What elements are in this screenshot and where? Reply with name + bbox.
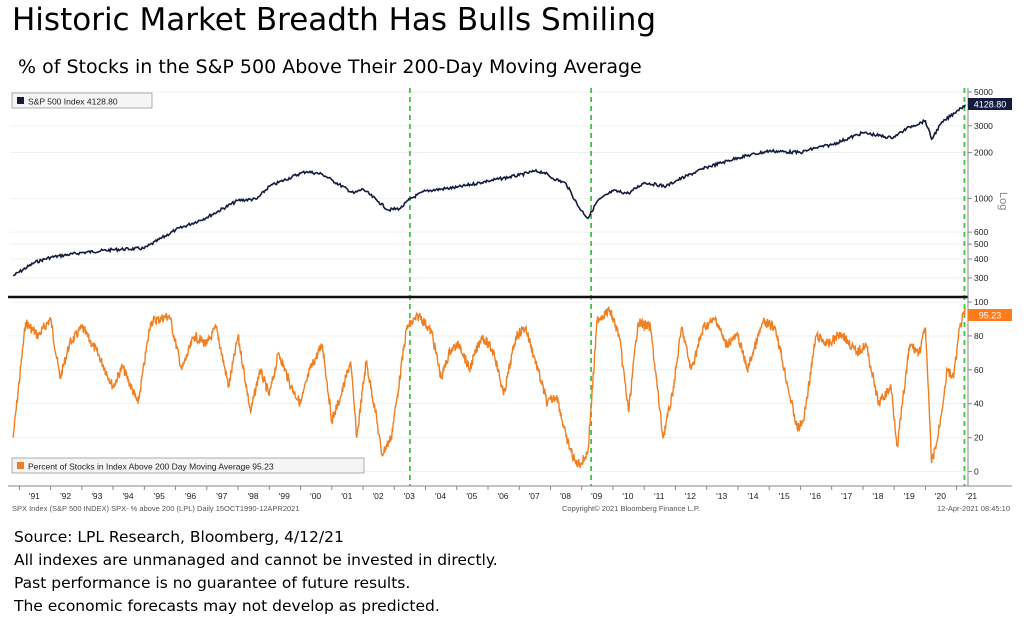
breadth-last-value: 95.23 <box>968 309 1012 321</box>
x-tick-label: '97 <box>216 491 227 501</box>
chart: 300 400 500 600 1000 2000 3000 5000 0 20 40 60 80 10… <box>8 87 1012 516</box>
spx-line <box>12 104 967 277</box>
bloomberg-footer-left: SPX Index (S&P 500 INDEX) SPX- % above 2… <box>12 504 300 513</box>
breadth-tick-label: 20 <box>974 433 984 443</box>
spx-last-value-box <box>968 98 1012 110</box>
x-tick-label: '20 <box>935 491 946 501</box>
breadth-y-axis: 0 20 40 60 80 100 <box>968 297 988 477</box>
breadth-legend-box <box>11 457 365 474</box>
footnote-disclaimer-2: Past performance is no guarantee of futu… <box>14 574 411 592</box>
x-tick-label: '15 <box>779 491 790 501</box>
x-tick-label: '05 <box>466 491 477 501</box>
x-tick-label: '08 <box>560 491 571 501</box>
spx-axis-note: Log <box>997 192 1009 210</box>
x-tick-label: '11 <box>654 491 665 501</box>
breadth-legend-label: Percent of Stocks in Index Above 200 Day… <box>28 462 274 472</box>
spx-last-value-label: 4128.80 <box>974 100 1007 110</box>
breadth-tick-label: 100 <box>974 297 988 307</box>
x-tick-label: '07 <box>529 491 540 501</box>
x-tick-label: '03 <box>404 491 415 501</box>
x-tick-label: '04 <box>435 491 446 501</box>
spx-y-axis: 300 400 500 600 1000 2000 3000 5000 <box>968 87 993 283</box>
chart-title: Historic Market Breadth Has Bulls Smilin… <box>12 2 657 38</box>
spx-tick-label: 2000 <box>974 148 993 158</box>
spx-last-value: 4128.80 <box>968 98 1012 110</box>
x-tick-label: '16 <box>810 491 821 501</box>
breadth-last-value-label: 95.23 <box>979 311 1002 321</box>
breadth-tick-label: 40 <box>974 399 984 409</box>
x-tick-label: '09 <box>591 491 602 501</box>
x-tick-label: '98 <box>248 491 259 501</box>
spx-tick-label: 5000 <box>974 87 993 97</box>
x-axis: '91 '92 '93 '94 '95 '96 '97 '98 '99 '00 '01 '02 '03 '… <box>18 486 977 501</box>
x-tick-label: '21 <box>966 491 977 501</box>
spx-tick-label: 500 <box>974 239 988 249</box>
breadth-legend: Percent of Stocks in Index Above 200 Day… <box>11 457 365 474</box>
x-tick-label: '12 <box>685 491 696 501</box>
x-tick-label: '95 <box>154 491 165 501</box>
x-tick-label: '10 <box>622 491 633 501</box>
x-tick-label: '01 <box>341 491 352 501</box>
x-tick-label: '17 <box>841 491 852 501</box>
spx-tick-label: 300 <box>974 273 988 283</box>
footnote-disclaimer-1: All indexes are unmanaged and cannot be … <box>14 551 498 569</box>
breadth-tick-label: 0 <box>974 467 979 477</box>
breadth-tick-label: 80 <box>974 331 984 341</box>
highlight-lines <box>408 88 966 486</box>
x-tick-label: '91 <box>29 491 40 501</box>
spx-legend-label: S&P 500 Index 4128.80 <box>28 97 118 107</box>
x-tick-label: '06 <box>497 491 508 501</box>
breadth-legend-swatch <box>17 462 24 469</box>
breadth-last-value-box <box>968 309 1012 321</box>
breadth-tick-label: 60 <box>974 365 984 375</box>
spx-tick-label: 1000 <box>974 193 993 203</box>
spx-tick-label: 400 <box>974 254 988 264</box>
x-tick-label: '02 <box>372 491 383 501</box>
x-tick-label: '96 <box>185 491 196 501</box>
x-tick-label: '13 <box>716 491 727 501</box>
spx-legend-swatch <box>17 97 24 104</box>
x-tick-label: '94 <box>123 491 134 501</box>
x-tick-label: '19 <box>904 491 915 501</box>
spx-tick-label: 3000 <box>974 121 993 131</box>
x-tick-label: '14 <box>747 491 758 501</box>
bloomberg-footer-center: Copyright© 2021 Bloomberg Finance L.P. <box>562 504 700 513</box>
spx-legend-box <box>11 92 153 109</box>
x-tick-label: '99 <box>279 491 290 501</box>
breadth-line <box>12 306 967 468</box>
chart-subtitle: % of Stocks in the S&P 500 Above Their 2… <box>18 56 642 78</box>
footnote-disclaimer-3: The economic forecasts may not develop a… <box>14 597 440 615</box>
x-tick-label: '93 <box>91 491 102 501</box>
footnote-source: Source: LPL Research, Bloomberg, 4/12/21 <box>14 528 344 546</box>
spx-legend: S&P 500 Index 4128.80 <box>11 92 153 109</box>
x-tick-label: '00 <box>310 491 321 501</box>
x-tick-label: '92 <box>60 491 71 501</box>
footnotes: Source: LPL Research, Bloomberg, 4/12/21… <box>14 526 498 618</box>
x-tick-label: '18 <box>872 491 883 501</box>
spx-tick-label: 600 <box>974 227 988 237</box>
bloomberg-footer-right: 12-Apr-2021 08:45:10 <box>937 504 1010 513</box>
